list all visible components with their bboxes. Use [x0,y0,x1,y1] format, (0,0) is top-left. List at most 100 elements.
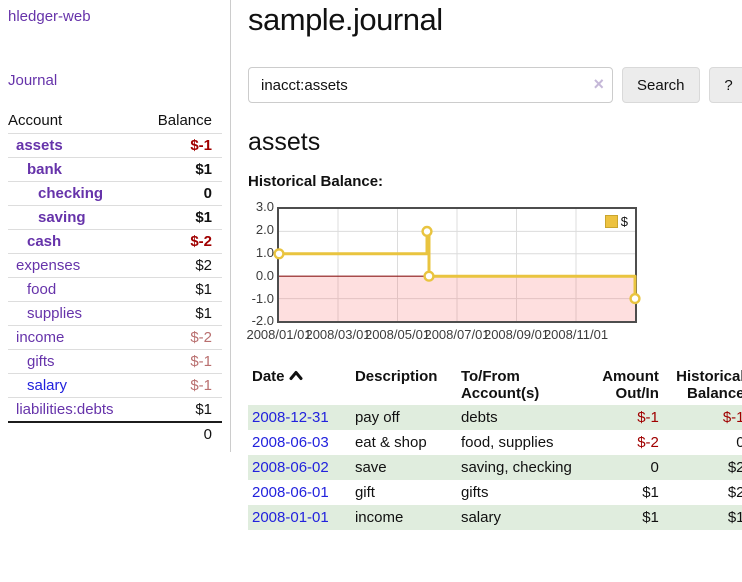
account-link-checking[interactable]: checking [38,185,104,202]
account-row-income: income $-2 [8,325,222,350]
account-balance: $1 [141,397,222,422]
register-header-row: Date Description To/From Account(s) Amou… [248,365,742,405]
sidebar-item-journal[interactable]: Journal [8,72,58,89]
transaction-description: gift [354,484,375,501]
transaction-accounts: food, supplies [460,434,554,451]
account-link-cash[interactable]: cash [27,233,62,250]
page-title: sample.journal [248,2,443,37]
register-header-balance: Historical Balance [676,368,742,402]
account-row-supplies: supplies $1 [8,301,222,326]
transaction-description: income [354,509,404,526]
account-balance: $-1 [141,373,222,398]
account-link-assets[interactable]: assets [16,137,63,154]
transaction-description: eat & shop [354,434,427,451]
chart-svg [273,209,641,321]
account-link-salary[interactable]: salary [27,377,68,394]
y-tick: -2.0 [251,313,274,328]
account-page-title: assets [248,128,321,156]
y-tick: -1.0 [251,291,274,306]
account-row-checking: checking 0 [8,181,222,206]
account-link-gifts[interactable]: gifts [27,353,55,370]
transaction-date-link[interactable]: 2008-06-01 [252,484,329,501]
account-link-expenses[interactable]: expenses [16,257,81,274]
account-balance: 0 [141,181,222,206]
register-header-date-label: Date [252,368,285,385]
account-balance: $-2 [141,325,222,350]
transaction-balance: 0 [736,434,742,451]
x-tick: 2008/11/01 [543,327,609,342]
account-balance: $-2 [141,229,222,254]
sidebar: hledger-web Journal Account Balance asse… [0,0,231,452]
y-tick: 0.0 [255,268,274,283]
transaction-accounts: gifts [460,484,489,501]
data-point [423,270,435,282]
help-button[interactable]: ? [708,67,742,103]
account-row-food: food $1 [8,277,222,302]
x-tick: 2008/07/01 [424,327,490,342]
transaction-date-link[interactable]: 2008-01-01 [252,509,329,526]
account-row-assets: assets $-1 [8,133,222,158]
account-row-saving: saving $1 [8,205,222,230]
data-point [273,248,285,260]
account-balance: $-1 [141,349,222,374]
register-header-date[interactable]: Date [248,365,351,405]
brand-link[interactable]: hledger-web [8,8,91,25]
account-balance: $1 [141,301,222,326]
transaction-amount: $1 [642,484,659,501]
register-row: 2008-06-01 gift gifts $1 $2 [248,480,742,505]
account-link-bank[interactable]: bank [27,161,63,178]
transaction-description: pay off [354,409,400,426]
transaction-amount: 0 [650,459,659,476]
clear-search-icon[interactable]: × [593,74,604,94]
transaction-amount: $1 [642,509,659,526]
accounts-header-row: Account Balance [8,108,222,134]
transaction-accounts: saving, checking [460,459,572,476]
account-row-gifts: gifts $-1 [8,349,222,374]
account-row-cash: cash $-2 [8,229,222,254]
search-form: × Search ? [248,67,742,103]
account-link-food[interactable]: food [27,281,57,298]
register-row: 2008-01-01 income salary $1 $1 [248,505,742,530]
account-link-liabilities-debts[interactable]: liabilities:debts [16,401,114,418]
x-tick: 2008/05/01 [364,327,431,342]
accounts-header-account: Account [8,112,63,129]
transaction-balance: $2 [727,484,742,501]
sort-ascending-icon [289,371,303,380]
transaction-date-link[interactable]: 2008-06-03 [252,434,329,451]
transaction-date-link[interactable]: 2008-12-31 [252,409,329,426]
search-input[interactable] [248,67,613,103]
account-row-bank: bank $1 [8,157,222,182]
legend-swatch-icon [604,215,618,228]
transaction-date-link[interactable]: 2008-06-02 [252,459,329,476]
data-point [629,292,641,305]
search-button[interactable]: Search [622,67,700,103]
account-link-saving[interactable]: saving [38,209,86,226]
historical-balance-chart: 3.0 2.0 1.0 0.0 -1.0 -2.0 [246,199,742,343]
transaction-accounts: salary [460,509,501,526]
register-row: 2008-12-31 pay off debts $-1 $-1 [248,405,742,430]
main-content: sample.journal × Search ? assets Histori… [231,0,742,530]
x-tick: 2008/03/01 [305,327,371,342]
accounts-header-balance: Balance [157,112,212,129]
register-header-amount: Amount Out/In [602,368,659,402]
y-tick: 2.0 [255,222,274,237]
chart-legend: $ [602,213,630,230]
account-balance: $2 [141,253,222,278]
account-balance: $1 [141,157,222,182]
account-link-supplies[interactable]: supplies [27,305,83,322]
register-header-accounts: To/From Account(s) [460,368,540,402]
x-tick: 2008/01/01 [246,327,312,342]
transaction-amount: $-2 [637,434,659,451]
account-link-income[interactable]: income [16,329,65,346]
account-row-liabilities-debts: liabilities:debts $1 [8,397,222,422]
transaction-balance: $1 [727,509,742,526]
register-table: Date Description To/From Account(s) Amou… [248,365,742,530]
register-row: 2008-06-02 save saving, checking 0 $2 [248,455,742,480]
account-balance: $-1 [141,133,222,158]
y-tick: 3.0 [255,199,274,214]
register-header-description: Description [354,368,438,385]
accounts-total-balance: 0 [141,421,222,446]
legend-label: $ [620,214,628,229]
chart-plot-area: $ [273,207,641,323]
accounts-total-row: 0 [8,421,222,446]
